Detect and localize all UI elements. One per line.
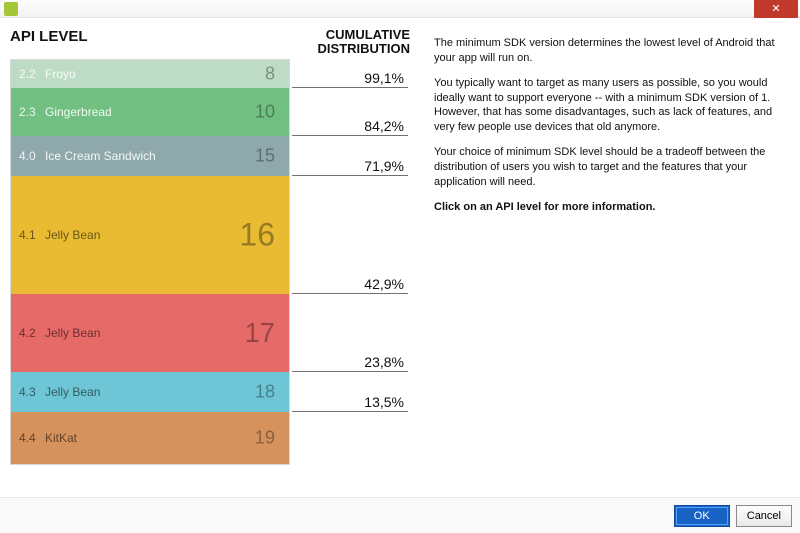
- version-name: Gingerbread: [45, 105, 112, 119]
- dialog-content: API LEVEL CUMULATIVE DISTRIBUTION 2.2 Fro…: [0, 18, 800, 497]
- api-level-row[interactable]: 4.4 KitKat 19: [11, 412, 289, 464]
- cumulative-value: 71,9%: [364, 158, 404, 175]
- version-name: KitKat: [45, 431, 77, 445]
- cancel-button[interactable]: Cancel: [736, 505, 792, 527]
- column-headers: API LEVEL CUMULATIVE DISTRIBUTION: [10, 28, 410, 55]
- info-paragraph: The minimum SDK version determines the l…: [434, 36, 784, 66]
- version-label: 4.2: [19, 326, 36, 340]
- version-name: Froyo: [45, 67, 76, 81]
- version-name: Ice Cream Sandwich: [45, 149, 156, 163]
- api-number: 18: [255, 382, 275, 403]
- ok-button[interactable]: OK: [674, 505, 730, 527]
- api-number: 16: [239, 217, 275, 254]
- api-level-row[interactable]: 2.2 Froyo 8: [11, 60, 289, 88]
- api-number: 8: [265, 64, 275, 85]
- api-number: 15: [255, 146, 275, 167]
- version-label: 4.4: [19, 431, 36, 445]
- cumulative-divider: [292, 371, 408, 372]
- api-distribution-panel: API LEVEL CUMULATIVE DISTRIBUTION 2.2 Fro…: [10, 28, 410, 497]
- cumulative-value: 84,2%: [364, 118, 404, 135]
- api-level-row[interactable]: 4.3 Jelly Bean 18: [11, 372, 289, 412]
- version-name: Jelly Bean: [45, 228, 100, 242]
- api-level-row[interactable]: 4.0 Ice Cream Sandwich 15: [11, 136, 289, 176]
- api-number: 10: [255, 102, 275, 123]
- cumulative-divider: [292, 87, 408, 88]
- titlebar: ✕: [0, 0, 800, 18]
- version-label: 4.3: [19, 385, 36, 399]
- header-cumulative: CUMULATIVE DISTRIBUTION: [290, 28, 410, 55]
- version-label: 2.3: [19, 105, 36, 119]
- version-name: Jelly Bean: [45, 326, 100, 340]
- version-label: 2.2: [19, 67, 36, 81]
- api-level-chart: 2.2 Froyo 8 2.3 Gingerbread 10 4.0 Ice Cream Sa…: [10, 59, 290, 465]
- header-api-level: API LEVEL: [10, 28, 290, 55]
- version-name: Jelly Bean: [45, 385, 100, 399]
- cumulative-divider: [292, 293, 408, 294]
- cumulative-divider: [292, 135, 408, 136]
- api-level-row[interactable]: 4.1 Jelly Bean 16: [11, 176, 289, 294]
- dialog-footer: OK Cancel: [0, 497, 800, 533]
- info-paragraph: You typically want to target as many use…: [434, 76, 784, 135]
- version-label: 4.0: [19, 149, 36, 163]
- cumulative-value: 42,9%: [364, 276, 404, 293]
- api-level-row[interactable]: 2.3 Gingerbread 10: [11, 88, 289, 136]
- api-number: 17: [245, 317, 275, 349]
- window-close-button[interactable]: ✕: [754, 0, 798, 18]
- cumulative-column: 99,1% 84,2% 71,9% 42,9% 23,8% 13,5%: [292, 59, 408, 463]
- cumulative-value: 99,1%: [364, 70, 404, 87]
- info-panel: The minimum SDK version determines the l…: [410, 28, 790, 497]
- api-level-row[interactable]: 4.2 Jelly Bean 17: [11, 294, 289, 372]
- cumulative-value: 23,8%: [364, 354, 404, 371]
- api-number: 19: [255, 428, 275, 449]
- cumulative-divider: [292, 175, 408, 176]
- version-label: 4.1: [19, 228, 36, 242]
- info-paragraph: Your choice of minimum SDK level should …: [434, 145, 784, 190]
- android-icon: [4, 2, 18, 16]
- info-click-prompt: Click on an API level for more informati…: [434, 200, 784, 215]
- cumulative-value: 13,5%: [364, 394, 404, 411]
- cumulative-divider: [292, 411, 408, 412]
